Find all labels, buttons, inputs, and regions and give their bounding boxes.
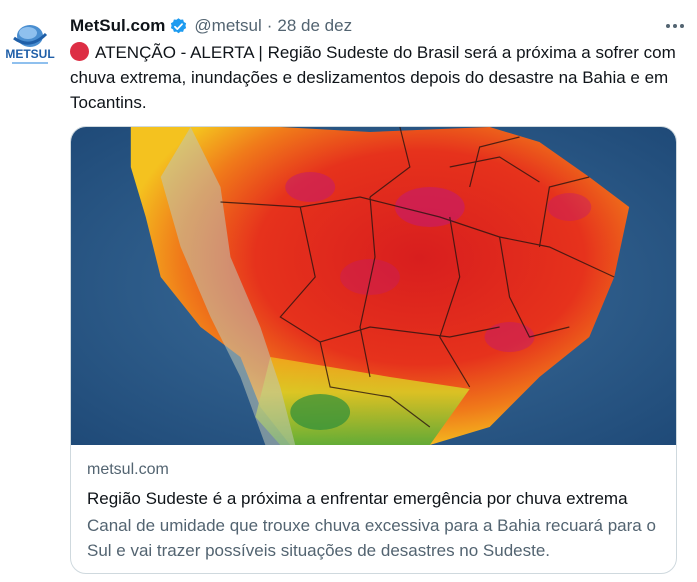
separator-dot: · [266, 16, 273, 35]
tweet-header: MetSul.com @metsul · 28 de dez [70, 14, 683, 38]
tweet-date[interactable]: 28 de dez [277, 16, 353, 35]
author-handle[interactable]: @metsul [194, 16, 262, 35]
card-domain[interactable]: metsul.com [87, 461, 169, 478]
avatar[interactable]: METSUL [4, 20, 56, 72]
red-circle-icon [70, 42, 89, 61]
card-title[interactable]: Região Sudeste é a próxima a enfrentar e… [87, 489, 628, 508]
metsul-logo: METSUL [5, 25, 55, 64]
rainfall-map-image [71, 127, 676, 445]
svg-text:METSUL: METSUL [5, 47, 54, 61]
link-card[interactable]: metsul.com Região Sudeste é a próxima a … [70, 126, 677, 574]
more-options-icon[interactable] [661, 12, 689, 40]
card-description[interactable]: Canal de umidade que trouxe chuva excess… [87, 516, 656, 560]
verified-badge-icon [169, 17, 188, 36]
tweet-body: ATENÇÃO - ALERTA | Região Sudeste do Bra… [70, 43, 676, 112]
author-name[interactable]: MetSul.com [70, 16, 166, 35]
tweet-text: ATENÇÃO - ALERTA | Região Sudeste do Bra… [70, 40, 680, 115]
